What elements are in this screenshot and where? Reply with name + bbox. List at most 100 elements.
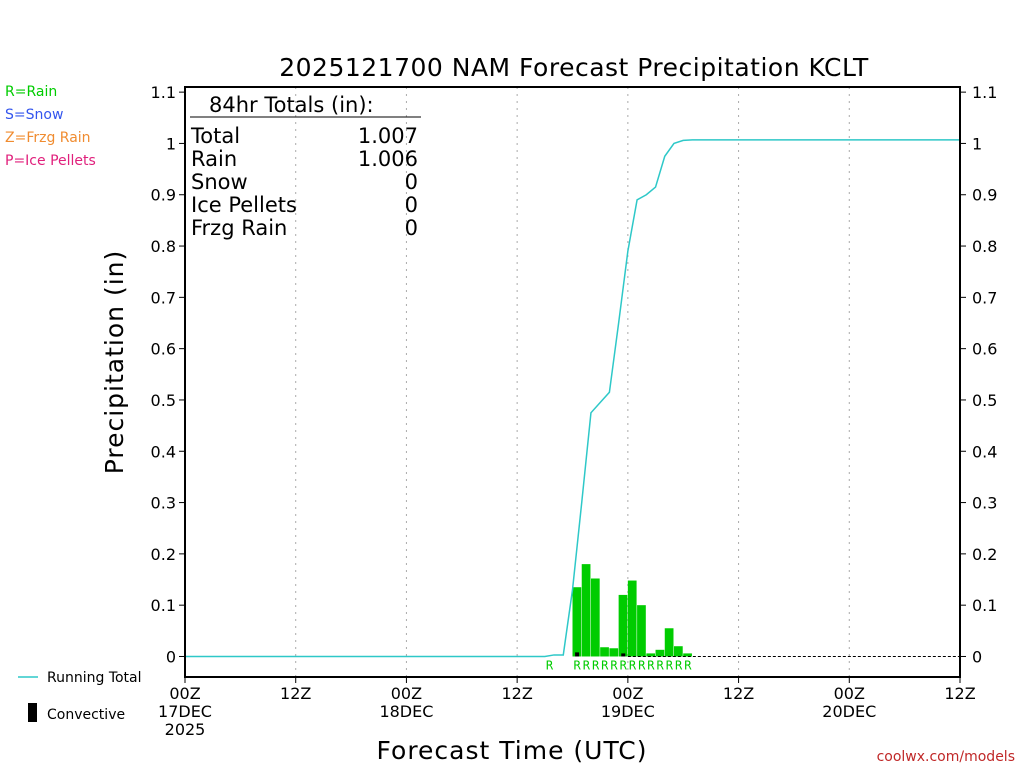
precip-type-marker: R: [638, 658, 646, 672]
totals-row-value: 0: [405, 193, 418, 217]
y-axis-title: Precipitation (in): [100, 250, 129, 475]
precip-type-marker: R: [620, 658, 628, 672]
y-tick-label: 0.3: [151, 494, 176, 513]
y-tick-label-right: 0.5: [972, 391, 997, 410]
x-axis-title: Forecast Time (UTC): [377, 736, 648, 765]
y-tick-label: 0: [166, 647, 176, 666]
y-tick-label-right: 0.2: [972, 545, 997, 564]
precip-bar: [683, 653, 692, 657]
precip-bar: [646, 653, 656, 657]
precip-bar: [627, 580, 637, 657]
y-tick-label: 0.6: [151, 340, 176, 359]
x-tick-label: 12Z: [501, 684, 532, 703]
precip-bar: [664, 628, 674, 657]
precip-type-marker: R: [657, 658, 665, 672]
totals-row-value: 1.007: [358, 124, 418, 148]
totals-row-label: Ice Pellets: [191, 193, 297, 217]
y-tick-label-right: 1: [972, 134, 982, 153]
precip-bar: [655, 649, 665, 657]
series-legend: Running Total Convective: [18, 670, 142, 723]
totals-row-value: 1.006: [358, 147, 418, 171]
totals-row-value: 0: [405, 216, 418, 240]
precip-bar: [581, 564, 591, 657]
precip-bar: [600, 647, 609, 657]
precip-type-marker: R: [583, 658, 591, 672]
y-tick-label: 0.5: [151, 391, 176, 410]
x-tick-label: 2025: [165, 720, 206, 739]
totals-row-label: Snow: [191, 170, 248, 194]
y-axis-right: 0 0.1 0.2 0.3 0.4 0.5 0.6 0.7 0.8 0.9 1 1.1: [960, 83, 997, 666]
precip-bar: [609, 648, 619, 657]
x-tick-label: 00Z: [834, 684, 865, 703]
y-tick-label-right: 0.4: [972, 442, 997, 461]
x-tick-label: 12Z: [944, 684, 975, 703]
plot-frame: [184, 86, 961, 678]
totals-box: 84hr Totals (in): Total 1.007 Rain 1.006 Sno…: [190, 93, 421, 240]
y-tick-label-right: 0.7: [972, 288, 997, 307]
y-tick-label-right: 0.3: [972, 494, 997, 513]
y-axis-left: 0 0.1 0.2 0.3 0.4 0.5 0.6 0.7 0.8 0.9 1 1.1: [151, 83, 185, 666]
x-tick-label: 18DEC: [379, 702, 433, 721]
convective-bar: [621, 653, 626, 657]
y-tick-label: 0.1: [151, 596, 176, 615]
y-tick-label-right: 0.6: [972, 340, 997, 359]
type-legend-item: R=Rain: [5, 84, 57, 100]
y-tick-label-right: 0.8: [972, 237, 997, 256]
chart-title: 2025121700 NAM Forecast Precipitation KC…: [279, 53, 869, 82]
y-tick-label-right: 0.9: [972, 186, 997, 205]
convective-legend-swatch: [28, 703, 37, 722]
totals-row-label: Rain: [191, 147, 237, 171]
running-total-legend-label: Running Total: [47, 670, 142, 686]
x-tick-label: 00Z: [391, 684, 422, 703]
credit-text: coolwx.com/models: [877, 749, 1015, 765]
y-tick-label: 0.9: [151, 186, 176, 205]
precip-bars: [572, 564, 692, 657]
precip-type-marker: R: [546, 658, 554, 672]
precip-type-marker: R: [610, 658, 618, 672]
y-tick-label-right: 0: [972, 647, 982, 666]
convective-bar: [575, 652, 580, 657]
x-tick-label: 20DEC: [822, 702, 876, 721]
x-tick-label: 12Z: [723, 684, 754, 703]
precip-type-marker: R: [592, 658, 600, 672]
precip-bar: [673, 646, 683, 657]
x-tick-label: 00Z: [169, 684, 200, 703]
y-tick-label: 1: [166, 134, 176, 153]
y-tick-label: 1.1: [151, 83, 176, 102]
precip-bar: [637, 605, 646, 657]
precip-type-marker: R: [573, 658, 581, 672]
y-tick-label-right: 1.1: [972, 83, 997, 102]
precip-type-marker: R: [601, 658, 609, 672]
precip-bar: [618, 594, 628, 657]
y-tick-label: 0.2: [151, 545, 176, 564]
totals-header: 84hr Totals (in):: [209, 93, 374, 117]
type-legend-item: P=Ice Pellets: [5, 153, 96, 169]
precip-type-marker: R: [666, 658, 674, 672]
precip-type-legend: R=Rain S=Snow Z=Frzg Rain P=Ice Pellets: [5, 84, 96, 169]
precip-type-marker: R: [647, 658, 655, 672]
type-legend-item: S=Snow: [5, 107, 63, 123]
precip-bar: [590, 578, 600, 657]
totals-row-value: 0: [405, 170, 418, 194]
totals-row-label: Total: [190, 124, 240, 148]
x-tick-label: 12Z: [280, 684, 311, 703]
convective-legend-label: Convective: [47, 707, 125, 723]
y-tick-label: 0.7: [151, 288, 176, 307]
precip-type-marker: R: [684, 658, 692, 672]
y-tick-label: 0.4: [151, 442, 176, 461]
precip-type-marker: R: [629, 658, 637, 672]
totals-row-label: Frzg Rain: [191, 216, 287, 240]
x-tick-label: 17DEC: [158, 702, 212, 721]
y-tick-label-right: 0.1: [972, 596, 997, 615]
precip-bar: [572, 587, 582, 657]
x-tick-label: 00Z: [612, 684, 643, 703]
type-legend-item: Z=Frzg Rain: [5, 130, 91, 146]
running-total-line: [185, 139, 960, 658]
convective-bars: [575, 652, 626, 657]
y-tick-label: 0.8: [151, 237, 176, 256]
precip-type-marker: R: [675, 658, 683, 672]
x-gridlines: [295, 87, 850, 677]
